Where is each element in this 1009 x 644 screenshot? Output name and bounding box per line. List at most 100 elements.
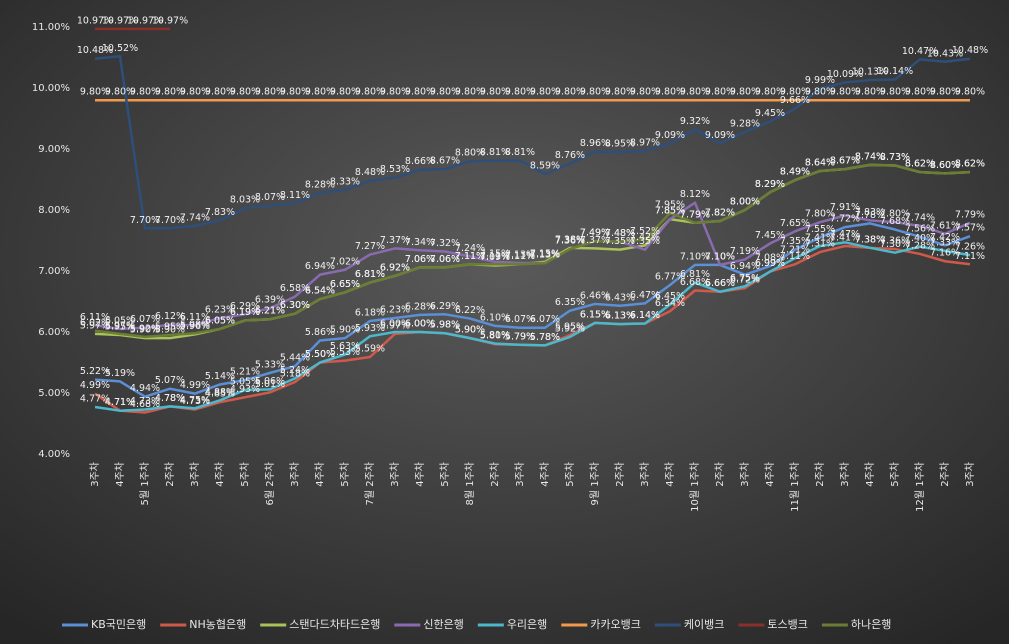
data-label: 6.29% [230, 301, 260, 312]
data-label: 7.41% [805, 232, 835, 243]
legend-label: 카카오뱅크 [590, 618, 641, 631]
data-label: 7.42% [930, 232, 960, 243]
data-label: 9.80% [355, 87, 385, 98]
data-label: 6.22% [455, 305, 485, 316]
data-label: 7.68% [880, 216, 910, 227]
data-label: 8.62% [905, 159, 935, 170]
data-label: 7.91% [830, 202, 860, 213]
data-label: 7.85% [655, 206, 685, 217]
data-label: 5.05% [230, 376, 260, 387]
data-label: 8.64% [805, 157, 835, 168]
data-label: 9.80% [580, 87, 610, 98]
data-label: 7.08% [755, 253, 785, 264]
data-label: 6.11% [180, 312, 210, 323]
series-line [94, 241, 971, 412]
data-label: 7.11% [505, 251, 535, 262]
data-label: 6.07% [130, 314, 160, 325]
data-label: 5.07% [155, 375, 185, 386]
data-label: 8.66% [405, 156, 435, 167]
data-label: 9.80% [305, 87, 335, 98]
data-label: 7.38% [855, 234, 885, 245]
x-tick-label: 11월 1주차 [789, 462, 801, 512]
data-label: 6.47% [630, 290, 660, 301]
data-label: 6.11% [80, 312, 110, 323]
data-label: 5.50% [305, 349, 335, 360]
data-label: 7.48% [605, 228, 635, 239]
x-tick-label: 2주차 [714, 462, 726, 487]
data-label: 7.35% [780, 236, 810, 247]
data-label: 5.90% [455, 325, 485, 336]
data-label: 7.48% [605, 228, 635, 239]
data-label: 5.21% [230, 367, 260, 378]
data-label: 6.30% [280, 300, 310, 311]
data-label: 7.11% [480, 251, 510, 262]
x-tick-label: 4주차 [214, 462, 226, 487]
data-label: 5.78% [530, 332, 560, 343]
data-label: 6.19% [230, 307, 260, 318]
data-label: 10.52% [102, 43, 138, 54]
data-label: 9.80% [880, 87, 910, 98]
x-tick-label: 3주차 [839, 462, 851, 487]
data-label: 4.73% [130, 396, 160, 407]
series-line [94, 163, 971, 339]
x-tick-label: 2주차 [939, 462, 951, 487]
x-tick-label: 12월 1주차 [914, 462, 926, 512]
y-tick-label: 4.00% [38, 449, 70, 460]
data-label: 8.74% [855, 151, 885, 162]
series-line [94, 55, 971, 230]
data-label: 7.85% [655, 206, 685, 217]
data-label: 9.80% [780, 87, 810, 98]
y-tick-label: 11.00% [32, 22, 70, 33]
data-label: 6.34% [655, 298, 685, 309]
data-label: 6.35% [555, 297, 585, 308]
data-label: 7.95% [655, 200, 685, 211]
data-label: 5.06% [255, 376, 285, 387]
data-label: 10.97% [152, 15, 188, 26]
data-label: 5.92% [555, 323, 585, 334]
x-tick-label: 3주차 [189, 462, 201, 487]
data-label: 4.85% [205, 389, 235, 400]
data-label: 7.56% [905, 223, 935, 234]
data-label: 7.10% [705, 251, 735, 262]
data-label: 5.92% [130, 323, 160, 334]
data-label: 9.80% [805, 87, 835, 98]
data-label: 4.71% [105, 397, 135, 408]
data-label: 9.80% [330, 87, 360, 98]
data-label: 7.13% [505, 250, 535, 261]
data-label: 6.23% [205, 304, 235, 315]
data-label: 6.14% [630, 310, 660, 321]
data-label: 8.60% [930, 160, 960, 171]
data-label: 10.14% [877, 66, 913, 77]
data-label: 7.02% [330, 256, 360, 267]
data-label: 6.21% [255, 306, 285, 317]
x-tick-label: 7월 2주차 [364, 462, 376, 506]
data-label: 6.94% [305, 261, 335, 272]
x-tick-label: 2주차 [814, 462, 826, 487]
data-label: 5.14% [205, 371, 235, 382]
legend-label: 신한은행 [423, 618, 463, 631]
data-label: 7.15% [530, 248, 560, 259]
data-label: 6.23% [380, 304, 410, 315]
data-label: 6.65% [330, 279, 360, 290]
data-label: 5.01% [255, 379, 285, 390]
data-label: 7.37% [380, 235, 410, 246]
data-label: 7.37% [580, 235, 610, 246]
x-tick-label: 3주차 [964, 462, 976, 487]
data-label: 9.80% [80, 87, 110, 98]
data-label: 6.29% [430, 301, 460, 312]
data-label: 7.79% [680, 209, 710, 220]
data-label: 6.94% [730, 261, 760, 272]
data-label: 9.66% [780, 95, 810, 106]
data-label: 6.13% [605, 311, 635, 322]
data-label: 7.49% [580, 228, 610, 239]
data-label: 6.02% [80, 317, 110, 328]
data-label: 8.28% [305, 179, 335, 190]
data-label: 9.32% [680, 116, 710, 127]
data-label: 6.77% [655, 272, 685, 283]
data-label: 7.35% [630, 236, 660, 247]
data-label: 5.95% [555, 322, 585, 333]
data-label: 9.80% [905, 87, 935, 98]
data-label: 6.19% [230, 307, 260, 318]
